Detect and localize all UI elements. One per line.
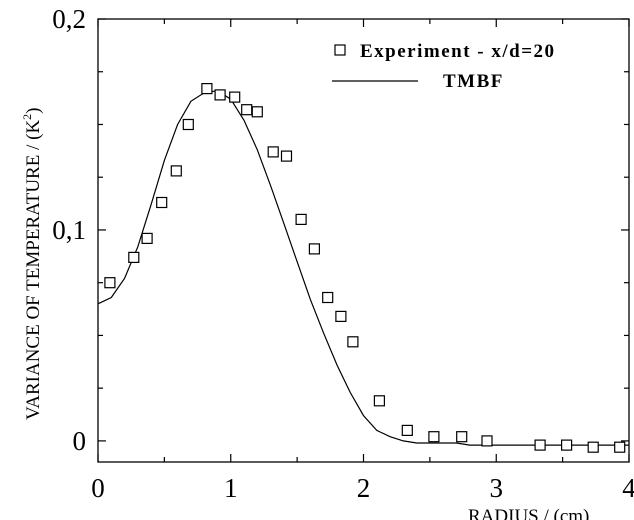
legend: Experiment - x/d=20 TMBF <box>332 41 556 92</box>
legend-marker-square <box>334 44 346 56</box>
data-point-experiment <box>481 435 493 447</box>
y-tick-label: 0 <box>73 426 87 456</box>
y-tick-label: 0,1 <box>52 215 86 245</box>
legend-label-experiment: Experiment - x/d=20 <box>360 41 556 62</box>
data-point-experiment <box>456 431 468 443</box>
data-point-experiment <box>280 150 293 162</box>
series-line-tmbf <box>97 90 629 446</box>
data-point-experiment <box>335 310 347 322</box>
data-point-experiment <box>401 424 413 436</box>
y-axis-title-main: VARIANCE OF TEMPERATURE / (K <box>23 120 44 420</box>
x-axis-title: RADIUS / (cm) <box>468 506 589 520</box>
data-point-experiment <box>156 196 168 209</box>
data-point-experiment <box>251 106 263 118</box>
data-point-experiment <box>241 104 253 116</box>
series-markers-experiment <box>104 82 626 453</box>
data-point-experiment <box>322 291 334 304</box>
legend-label-tmbf: TMBF <box>443 71 504 92</box>
x-tick-label: 2 <box>357 473 371 503</box>
data-point-experiment <box>587 441 599 453</box>
x-tick-label: 0 <box>91 473 105 503</box>
data-point-experiment <box>229 91 241 103</box>
data-point-experiment <box>295 213 307 225</box>
x-tick-label: 3 <box>490 473 504 503</box>
y-axis-title-close: ) <box>23 108 44 114</box>
x-tick-label: 4 <box>622 473 634 503</box>
y-axis-title: VARIANCE OF TEMPERATURE / (K2) <box>20 108 44 421</box>
data-point-experiment <box>182 118 194 131</box>
data-point-experiment <box>128 251 140 263</box>
data-point-experiment <box>534 439 546 451</box>
axis-ticks <box>97 18 630 462</box>
data-point-experiment <box>141 232 153 244</box>
y-axis-title-superscript: 2 <box>20 114 34 120</box>
data-point-experiment <box>201 82 213 95</box>
y-tick-label: 0,2 <box>52 4 86 34</box>
axis-tick-labels: 0 1 2 3 4 0 0,1 0,2 <box>52 4 634 503</box>
data-point-experiment <box>308 243 320 255</box>
data-point-experiment <box>267 146 279 158</box>
data-point-experiment <box>347 336 359 348</box>
data-point-experiment <box>373 395 385 407</box>
data-point-experiment <box>428 431 440 443</box>
data-point-experiment <box>170 165 182 177</box>
plot-frame <box>97 18 630 463</box>
data-point-experiment <box>560 439 573 451</box>
data-point-experiment <box>614 441 626 453</box>
x-tick-label: 1 <box>224 473 238 503</box>
data-point-experiment <box>214 89 226 101</box>
data-point-experiment <box>104 277 116 289</box>
